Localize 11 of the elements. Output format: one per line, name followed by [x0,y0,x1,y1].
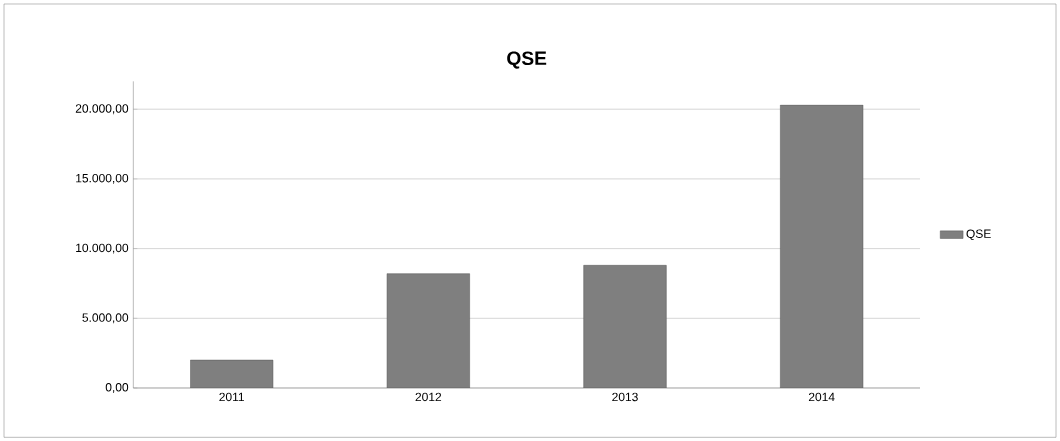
x-tick-label: 2014 [808,392,835,402]
y-tick-label: 15.000,00 [76,173,129,184]
y-tick-label: 10.000,00 [76,243,129,254]
y-tick-label: 0,00 [105,382,129,393]
y-tick-label: 5.000,00 [82,313,129,324]
x-tick-label: 2012 [415,392,442,402]
y-tick-label: 20.000,00 [75,104,129,114]
legend-label: QSE [966,229,991,240]
x-tick-label: 2011 [219,392,244,402]
x-tick-label: 2013 [612,392,638,402]
chart-title: QSE [507,51,547,69]
